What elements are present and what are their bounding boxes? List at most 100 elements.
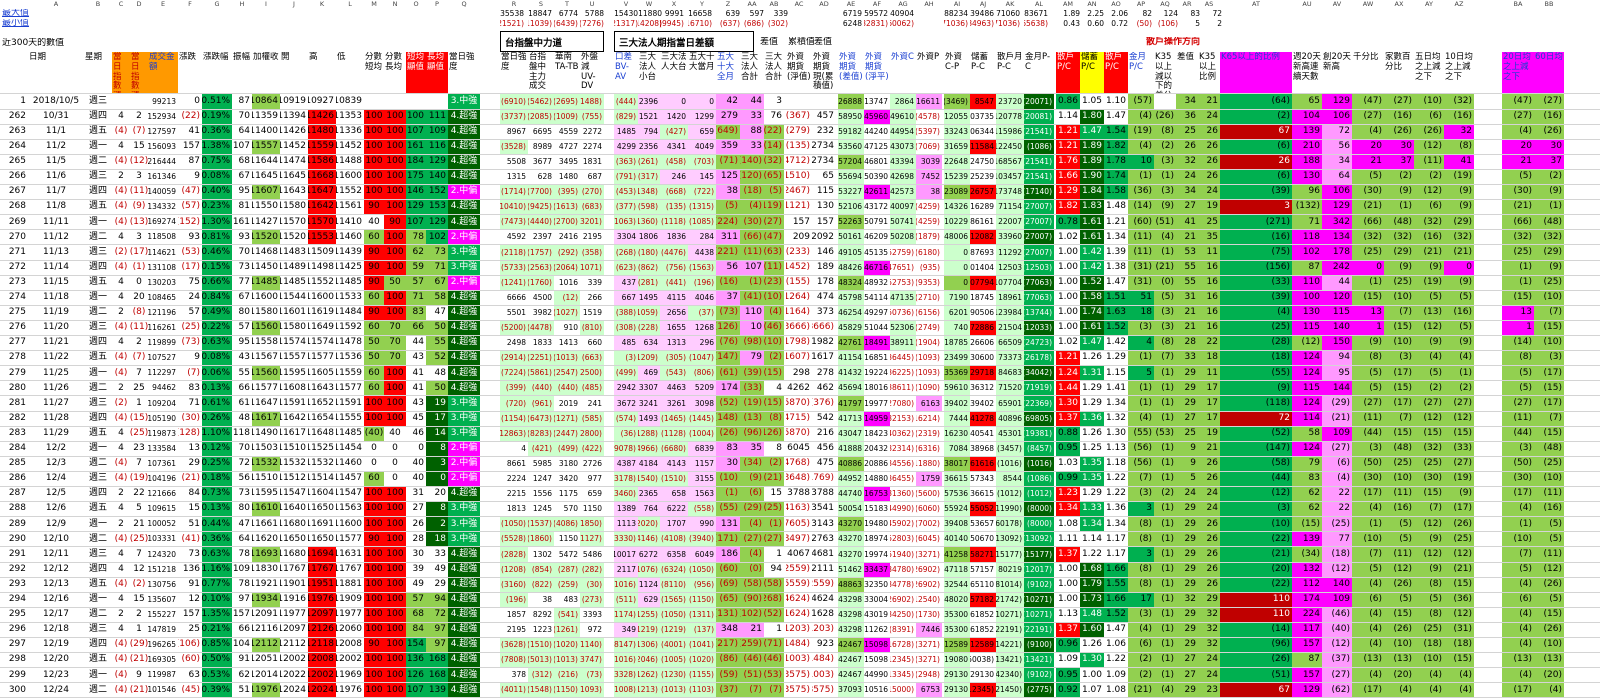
data-cell[interactable]: 1150: [580, 501, 604, 517]
date-cell[interactable]: 12/19: [28, 637, 84, 653]
data-cell[interactable]: 174: [716, 380, 740, 396]
data-cell[interactable]: 11584: [970, 139, 996, 154]
data-cell[interactable]: 57536: [944, 486, 970, 502]
data-cell[interactable]: (2): [1414, 380, 1444, 396]
data-cell[interactable]: (19381): [1024, 426, 1054, 441]
data-cell[interactable]: 2763: [812, 533, 834, 544]
data-cell[interactable]: 139: [1292, 531, 1322, 547]
data-cell[interactable]: 43298: [838, 622, 864, 637]
data-cell[interactable]: (281): [638, 275, 660, 290]
data-cell[interactable]: 278: [816, 367, 834, 378]
data-cell[interactable]: 週五: [84, 501, 112, 517]
data-cell[interactable]: 1.00: [1056, 275, 1080, 290]
data-cell[interactable]: 2: [118, 609, 124, 620]
data-cell[interactable]: (55): [1128, 426, 1154, 441]
data-cell[interactable]: (1086): [1024, 471, 1054, 486]
data-cell[interactable]: 24: [1176, 486, 1198, 502]
data-cell[interactable]: (2118): [500, 245, 528, 260]
data-cell[interactable]: 1.34: [1104, 229, 1128, 245]
data-cell[interactable]: (5): [1444, 290, 1474, 305]
data-cell[interactable]: (1261): [554, 622, 580, 637]
data-cell[interactable]: 50: [426, 320, 448, 335]
data-cell[interactable]: (10): [1502, 531, 1534, 547]
data-cell[interactable]: 週五: [84, 124, 112, 139]
column-letter[interactable]: V: [623, 0, 629, 8]
data-cell[interactable]: 12589: [944, 637, 970, 653]
data-cell[interactable]: (722): [688, 184, 716, 200]
data-cell[interactable]: (33): [1444, 441, 1474, 456]
data-cell[interactable]: 628: [528, 169, 554, 184]
data-cell[interactable]: (4): [1502, 622, 1534, 637]
data-cell[interactable]: 50670: [970, 531, 996, 547]
data-cell[interactable]: (21): [1352, 199, 1384, 215]
data-cell[interactable]: (12): [1292, 335, 1322, 351]
data-cell[interactable]: 1016: [554, 275, 580, 290]
data-cell[interactable]: (21): [130, 654, 148, 665]
data-cell[interactable]: (4259): [916, 214, 942, 230]
data-cell[interactable]: 1.63: [1104, 305, 1128, 320]
data-cell[interactable]: (1): [1154, 380, 1176, 396]
data-cell[interactable]: (2): [1128, 652, 1154, 668]
data-cell[interactable]: (8497): [786, 533, 810, 544]
data-cell[interactable]: 8: [426, 441, 448, 456]
data-cell[interactable]: (4): [114, 669, 128, 680]
data-cell[interactable]: 17: [1198, 411, 1220, 426]
data-cell[interactable]: (1008): [614, 682, 638, 698]
data-cell[interactable]: (6): [1128, 637, 1154, 653]
data-cell[interactable]: 11580: [280, 201, 306, 212]
data-cell[interactable]: (1150): [688, 592, 716, 607]
data-cell[interactable]: 17: [1128, 592, 1154, 607]
data-cell[interactable]: 90: [364, 531, 384, 547]
data-cell[interactable]: 13747: [864, 94, 890, 109]
data-cell[interactable]: 3.中強: [448, 411, 480, 426]
data-cell[interactable]: 1.51: [1104, 290, 1128, 305]
data-cell[interactable]: 0: [944, 260, 970, 275]
data-cell[interactable]: 1.83: [1080, 199, 1104, 215]
data-cell[interactable]: (21450): [996, 682, 1024, 698]
data-cell[interactable]: (36): [1128, 184, 1154, 200]
data-cell[interactable]: 130: [1292, 169, 1322, 184]
data-cell[interactable]: 14959: [864, 411, 890, 426]
data-cell[interactable]: 1.25: [1080, 441, 1104, 456]
data-cell[interactable]: (16): [1384, 501, 1414, 517]
data-cell[interactable]: (29): [740, 501, 764, 517]
data-cell[interactable]: 5985: [528, 456, 554, 471]
data-cell[interactable]: (444): [614, 94, 638, 109]
data-cell[interactable]: 106344: [970, 124, 996, 139]
data-cell[interactable]: 0.13%: [202, 501, 232, 517]
data-cell[interactable]: (11): [1384, 547, 1414, 562]
column-header[interactable]: 差值: [1177, 52, 1195, 62]
column-header[interactable]: 開: [281, 52, 290, 62]
data-cell[interactable]: (96): [740, 426, 764, 441]
data-cell[interactable]: (32153): [890, 411, 916, 426]
column-letter[interactable]: AM: [1062, 0, 1074, 8]
data-cell[interactable]: 18423: [864, 426, 890, 441]
data-cell[interactable]: 50: [384, 275, 406, 290]
data-cell[interactable]: 359: [716, 139, 740, 154]
data-cell[interactable]: (3): [1128, 320, 1154, 335]
data-cell[interactable]: 57: [406, 275, 426, 290]
column-letter[interactable]: H: [239, 0, 245, 8]
data-cell[interactable]: (10): [1534, 290, 1564, 305]
row-number[interactable]: 280: [8, 382, 26, 393]
data-cell[interactable]: (1013): [554, 350, 580, 366]
data-cell[interactable]: (21): [1444, 562, 1474, 577]
column-letter[interactable]: E: [160, 0, 166, 8]
data-cell[interactable]: (598): [638, 199, 660, 215]
row-number[interactable]: 292: [8, 563, 26, 574]
data-cell[interactable]: 35369: [944, 365, 970, 381]
data-cell[interactable]: 52106: [838, 199, 864, 215]
column-letter[interactable]: AO: [1111, 0, 1121, 8]
data-cell[interactable]: 0.23%: [202, 199, 232, 215]
data-cell[interactable]: 0.51%: [202, 94, 232, 109]
data-cell[interactable]: 1.22: [1080, 547, 1104, 562]
data-cell[interactable]: 11485: [336, 427, 362, 438]
data-cell[interactable]: 11901: [280, 578, 306, 589]
data-cell[interactable]: (13): [130, 216, 148, 227]
data-cell[interactable]: 11977: [280, 609, 306, 620]
data-cell[interactable]: 87: [238, 95, 250, 106]
data-cell[interactable]: (11): [1128, 229, 1154, 245]
data-cell[interactable]: (10): [1534, 471, 1564, 486]
data-cell[interactable]: 29: [1176, 501, 1198, 517]
data-cell[interactable]: (2046): [638, 652, 660, 668]
